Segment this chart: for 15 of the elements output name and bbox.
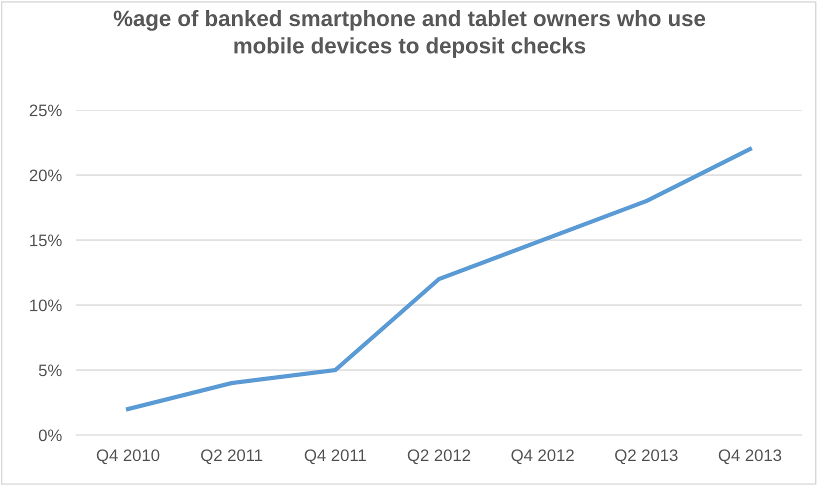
y-tick-label: 0%: [38, 429, 62, 442]
x-tick-label: Q2 2011: [201, 449, 262, 464]
x-tick-label: Q4 2012: [511, 449, 574, 464]
y-tick-label: 15%: [30, 234, 62, 246]
y-tick-label: 20%: [30, 169, 62, 182]
y-tick-label: 25%: [30, 104, 62, 116]
x-tick-label: Q4 2013: [718, 449, 782, 464]
y-tick-label: 5%: [38, 364, 62, 376]
y-tick-label: 10%: [30, 299, 62, 312]
x-tick-label: Q4 2011: [304, 449, 366, 464]
x-tick-label: Q2 2013: [615, 449, 678, 464]
x-tick-label: Q2 2012: [408, 449, 470, 464]
chart-title: %age of banked smartphone and tablet owners who use mobile devices to deposit checks: [114, 10, 706, 58]
x-tick-label: Q4 2010: [96, 449, 160, 464]
line-series: [126, 147, 752, 412]
